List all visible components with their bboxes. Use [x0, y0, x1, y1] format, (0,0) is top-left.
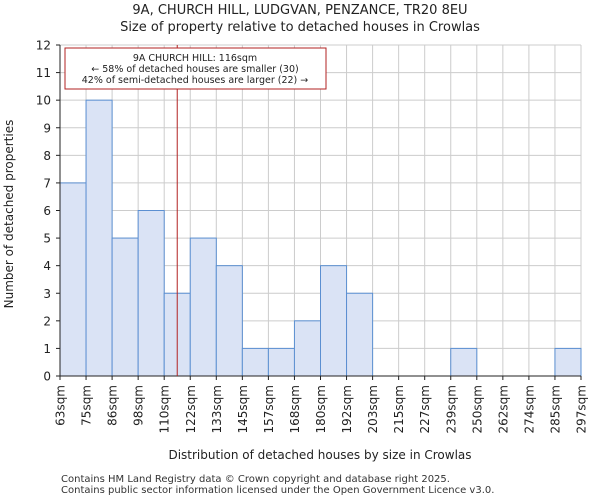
- footer-licence: Contains public sector information licen…: [61, 485, 495, 496]
- bar-86sqm: [111, 237, 139, 377]
- x-tick-label-133sqm: 133sqm: [210, 385, 224, 433]
- y-tick-label: 2: [43, 314, 51, 328]
- annotation-line1: 9A CHURCH HILL: 116sqm: [133, 53, 257, 64]
- bar-168sqm: [293, 320, 322, 377]
- x-tick-label-262sqm: 262sqm: [496, 385, 510, 433]
- x-tick-label-157sqm: 157sqm: [262, 385, 276, 433]
- bar-122sqm: [189, 237, 217, 377]
- bar-239sqm: [450, 347, 478, 377]
- bar-133sqm: [215, 265, 243, 377]
- y-tick-label: 0: [43, 370, 51, 384]
- x-tick-label-215sqm: 215sqm: [392, 385, 406, 433]
- x-axis-label: Distribution of detached houses by size …: [168, 448, 471, 462]
- x-tick-label-145sqm: 145sqm: [236, 385, 250, 433]
- chart-title-line1: 9A, CHURCH HILL, LUDGVAN, PENZANCE, TR20…: [132, 3, 467, 18]
- x-tick-label-203sqm: 203sqm: [366, 385, 380, 433]
- x-tick-label-63sqm: 63sqm: [54, 385, 68, 426]
- footer-copyright: Contains HM Land Registry data © Crown c…: [61, 474, 450, 485]
- x-tick-label-227sqm: 227sqm: [418, 385, 432, 433]
- y-tick-label: 8: [43, 149, 51, 163]
- bar-157sqm: [267, 347, 295, 377]
- x-tick-label-297sqm: 297sqm: [575, 385, 589, 433]
- bar-192sqm: [346, 292, 374, 377]
- y-tick-label: 3: [43, 287, 51, 301]
- x-tick-label-180sqm: 180sqm: [314, 385, 328, 433]
- chart-title-line2: Size of property relative to detached ho…: [120, 20, 480, 35]
- y-tick-label: 11: [36, 66, 51, 80]
- y-tick-label: 7: [43, 176, 51, 190]
- bars: [59, 99, 582, 377]
- annotation-border: [64, 47, 327, 90]
- y-tick-label: 12: [36, 39, 51, 53]
- bar-98sqm: [137, 210, 165, 377]
- x-tick-label-110sqm: 110sqm: [158, 385, 172, 433]
- annotation-line2: ← 58% of detached houses are smaller (30…: [91, 64, 298, 75]
- x-tick-label-239sqm: 239sqm: [444, 385, 458, 433]
- annotation-box: 9A CHURCH HILL: 116sqm ← 58% of detached…: [64, 47, 327, 90]
- bar-285sqm: [554, 347, 582, 377]
- y-tick-label: 10: [36, 94, 51, 108]
- x-tick-label-86sqm: 86sqm: [106, 385, 120, 426]
- y-tick-label: 9: [43, 121, 51, 135]
- x-tick-label-168sqm: 168sqm: [288, 385, 302, 433]
- x-tick-label-75sqm: 75sqm: [80, 385, 94, 426]
- x-tick-label-285sqm: 285sqm: [548, 385, 562, 433]
- y-tick-label: 1: [43, 342, 51, 356]
- y-tick-label: 5: [43, 232, 51, 246]
- x-tick-label-250sqm: 250sqm: [470, 385, 484, 433]
- y-axis-label: Number of detached properties: [2, 120, 16, 309]
- bar-180sqm: [320, 265, 348, 377]
- x-tick-label-274sqm: 274sqm: [522, 385, 536, 433]
- bar-145sqm: [241, 347, 269, 377]
- y-tick-label: 4: [43, 259, 51, 273]
- bar-75sqm: [85, 99, 113, 377]
- annotation-line3: 42% of semi-detached houses are larger (…: [82, 75, 309, 86]
- y-tick-label: 6: [43, 204, 51, 218]
- x-tick-label-192sqm: 192sqm: [340, 385, 354, 433]
- bar-63sqm: [59, 182, 87, 377]
- x-tick-label-98sqm: 98sqm: [132, 385, 146, 426]
- x-tick-label-122sqm: 122sqm: [184, 385, 198, 433]
